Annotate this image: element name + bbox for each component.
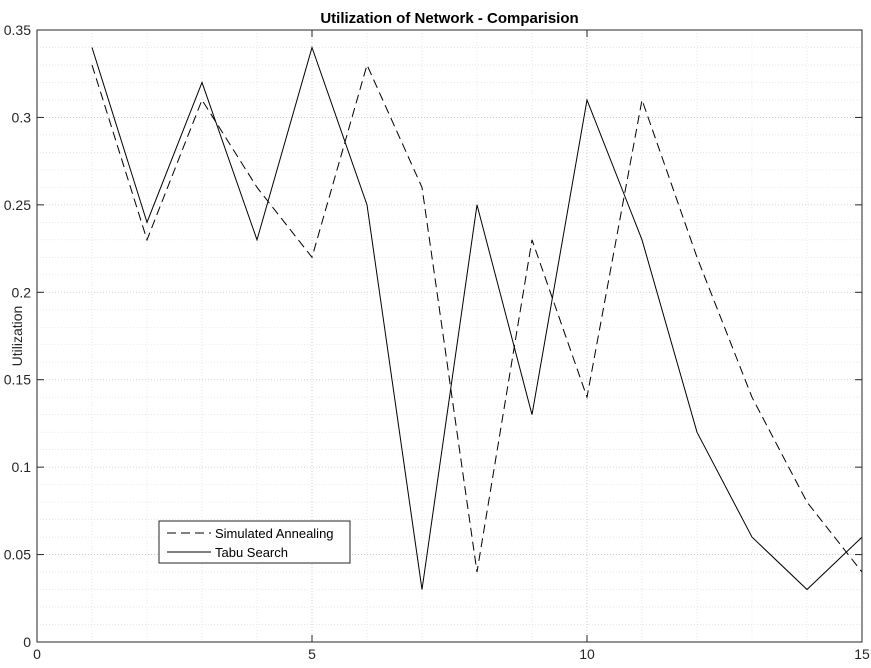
chart-title: Utilization of Network - Comparision <box>320 10 578 27</box>
series-line-simulated-annealing <box>91 63 863 573</box>
y-tick-label: 0.25 <box>4 197 31 213</box>
x-tick-label: 5 <box>308 646 316 662</box>
series-layer <box>91 45 863 591</box>
y-axis-label: Utilization <box>9 306 25 367</box>
axis-tick-labels: 0 5 10 15 0 0.05 0.1 0.15 0.2 0.25 0.3 0.35 <box>4 22 870 662</box>
x-tick-label: 10 <box>579 646 595 662</box>
y-tick-label: 0 <box>23 634 31 650</box>
y-tick-label: 0.35 <box>4 22 31 38</box>
y-tick-label: 0.05 <box>4 547 31 563</box>
series-line-tabu-search <box>91 45 863 591</box>
y-tick-label: 0.15 <box>4 372 31 388</box>
legend-label-tabu-search: Tabu Search <box>215 545 288 560</box>
axis-ticks <box>36 29 863 643</box>
y-tick-label: 0.1 <box>12 459 32 475</box>
legend: Simulated Annealing Tabu Search <box>158 520 351 564</box>
minor-grid <box>36 29 863 643</box>
x-tick-label: 0 <box>33 646 41 662</box>
y-tick-label: 0.3 <box>12 109 32 125</box>
legend-label-simulated-annealing: Simulated Annealing <box>215 526 334 541</box>
legend-box <box>158 520 351 564</box>
y-tick-label: 0.2 <box>12 284 32 300</box>
x-tick-label: 15 <box>854 646 870 662</box>
plot-area-border <box>36 29 863 643</box>
